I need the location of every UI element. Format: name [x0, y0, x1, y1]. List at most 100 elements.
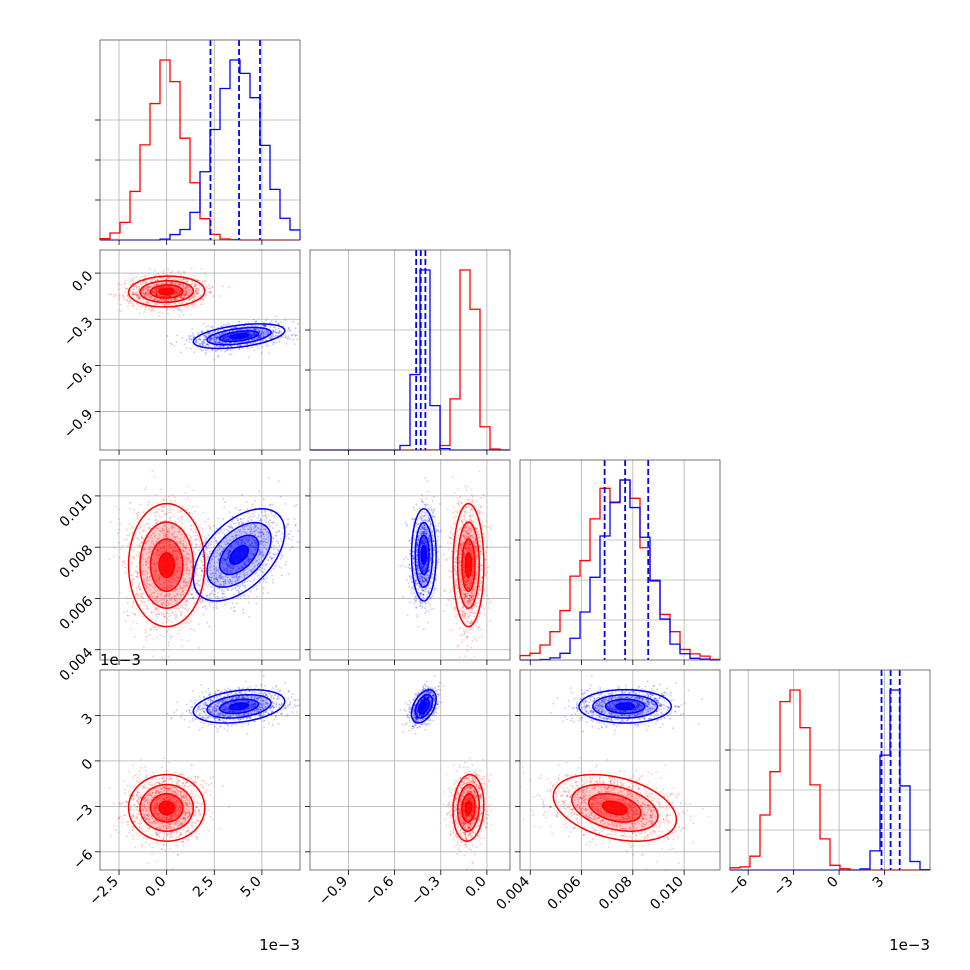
scatter-point: [126, 610, 129, 612]
scatter-point: [201, 527, 203, 530]
scatter-point: [256, 596, 258, 598]
scatter-point: [129, 289, 132, 292]
scatter-point: [189, 283, 192, 286]
scatter-point: [180, 278, 183, 281]
scatter-point: [155, 291, 157, 294]
scatter-point: [171, 294, 174, 297]
scatter-point: [209, 287, 212, 289]
scatter-point: [242, 612, 245, 614]
scatter-point: [152, 289, 154, 292]
scatter-point: [142, 645, 145, 648]
scatter-point: [131, 278, 133, 281]
scatter-point: [295, 503, 298, 506]
scatter-point: [293, 518, 296, 520]
scatter-point: [173, 302, 176, 305]
panel-3-3: [725, 669, 931, 875]
scatter-point: [262, 577, 265, 580]
scatter-point: [190, 593, 193, 596]
scatter-point: [161, 295, 164, 298]
scatter-point: [189, 298, 192, 301]
scatter-point: [201, 281, 204, 283]
scatter-point: [224, 603, 227, 606]
scatter-point: [192, 305, 194, 308]
scatter-point: [169, 295, 172, 298]
scatter-point: [195, 289, 198, 292]
scatter-point: [272, 567, 275, 570]
scatter-point: [201, 289, 203, 292]
scatter-point: [167, 641, 170, 644]
scatter-point: [159, 286, 161, 289]
scatter-point: [286, 518, 289, 521]
scatter-point: [179, 283, 182, 286]
scatter-point: [137, 294, 139, 296]
scatter-point: [167, 644, 170, 647]
scatter-point: [288, 532, 291, 535]
scatter-point: [177, 633, 180, 636]
scatter-point: [137, 289, 140, 291]
scatter-point: [200, 268, 203, 270]
scatter-point: [199, 599, 202, 602]
scatter-point: [139, 503, 142, 506]
scatter-point: [131, 525, 133, 528]
scatter-point: [128, 522, 131, 525]
scatter-point: [177, 272, 180, 274]
scatter-point: [165, 282, 168, 285]
scatter-point: [180, 310, 183, 313]
scatter-point: [175, 298, 178, 301]
scatter-point: [185, 498, 188, 501]
scatter-point: [201, 298, 204, 301]
scatter-point: [191, 295, 193, 298]
scatter-point: [185, 280, 188, 283]
scatter-point: [286, 523, 289, 525]
scatter-point: [294, 327, 297, 330]
scatter-point: [138, 296, 141, 299]
scatter-point: [184, 293, 187, 296]
scatter-point: [120, 310, 123, 313]
scatter-point: [185, 284, 187, 287]
scatter-point: [151, 278, 154, 281]
scatter-point: [202, 349, 205, 352]
scatter-point: [196, 292, 199, 294]
scatter-point: [134, 293, 137, 296]
scatter-point: [199, 348, 202, 351]
scatter-point: [155, 302, 157, 305]
scatter-point: [166, 273, 169, 276]
scatter-point: [230, 353, 233, 355]
scatter-point: [164, 285, 167, 288]
scatter-point: [172, 287, 175, 290]
scatter-point: [151, 470, 154, 473]
scatter-point: [151, 291, 154, 294]
scatter-point: [247, 595, 250, 598]
scatter-point: [265, 344, 268, 347]
scatter-point: [255, 588, 258, 591]
scatter-point: [124, 571, 127, 574]
scatter-point: [171, 282, 173, 284]
scatter-point: [163, 295, 166, 298]
scatter-point: [158, 288, 161, 290]
scatter-point: [134, 636, 136, 638]
scatter-point: [150, 306, 153, 309]
scatter-point: [127, 545, 129, 547]
scatter-point: [149, 296, 152, 298]
scatter-point: [158, 294, 161, 296]
scatter-point: [117, 518, 120, 521]
scatter-point: [198, 539, 201, 542]
scatter-point: [150, 296, 153, 299]
scatter-point: [294, 334, 297, 337]
scatter-point: [118, 293, 121, 296]
scatter-point: [140, 275, 143, 278]
scatter-point: [203, 279, 206, 282]
scatter-point: [148, 634, 151, 636]
scatter-point: [190, 291, 193, 294]
scatter-point: [180, 645, 183, 647]
scatter-point: [169, 282, 172, 285]
scatter-point: [177, 309, 179, 312]
panel-frame: [519, 459, 721, 661]
scatter-point: [127, 302, 130, 305]
scatter-point: [167, 655, 170, 658]
scatter-point: [188, 286, 190, 289]
scatter-point: [271, 574, 273, 577]
scatter-point: [265, 319, 268, 322]
scatter-point: [200, 349, 203, 352]
scatter-point: [174, 293, 177, 296]
